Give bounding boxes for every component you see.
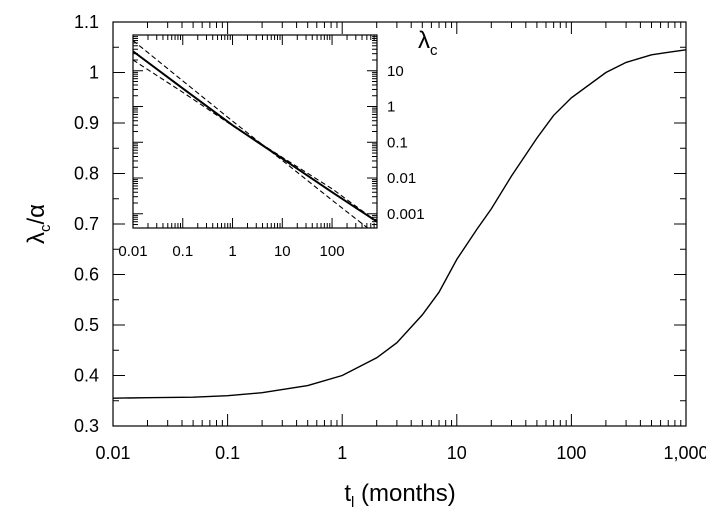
inset-x-tick-label: 0.01 — [118, 243, 147, 260]
inset-x-tick-label: 100 — [320, 243, 345, 260]
y-axis-label-suffix: /α — [23, 204, 50, 225]
inset-series-dashed-line — [133, 59, 377, 223]
inset-series-group — [133, 40, 377, 228]
inset-y-tick-label: 0.001 — [387, 206, 425, 223]
inset-y-axis-label: λc — [418, 27, 438, 59]
y-axis-label: λc/α — [23, 204, 54, 244]
x-tick-label: 100 — [556, 443, 586, 463]
x-tick-label: 0.01 — [95, 443, 130, 463]
inset-plot-frame — [132, 34, 378, 229]
y-tick-label: 0.3 — [74, 416, 99, 436]
x-axis-label-sub: l — [351, 494, 354, 509]
main-series-line — [112, 49, 687, 399]
inset-y-tick-label: 0.1 — [387, 134, 408, 151]
inset-x-tick-label: 0.1 — [172, 243, 193, 260]
inset-plot: 0.01 0.1 1 10 100 0.001 0.01 0.1 1 10 λc — [118, 27, 438, 260]
inset-y-axis-label-main: λ — [418, 27, 430, 54]
y-tick-label: 0.5 — [74, 315, 99, 335]
main-plot: 0.01 0.1 1 10 100 1,000 0.3 0.4 0.5 0.6 0.7 0.8 0.9 1… — [23, 12, 706, 511]
y-tick-label: 1 — [89, 63, 99, 83]
inset-x-tick-label: 10 — [274, 243, 291, 260]
x-tick-label: 1 — [337, 443, 347, 463]
y-axis-label-main: λ — [23, 232, 50, 244]
x-tick-label: 1,000 — [663, 443, 706, 463]
x-axis-label-main: t — [344, 480, 351, 507]
inset-y-tick-label: 1 — [387, 99, 395, 116]
y-tick-label: 0.8 — [74, 164, 99, 184]
y-tick-label: 0.7 — [74, 214, 99, 234]
inset-x-tick-label: 1 — [228, 243, 236, 260]
y-tick-label: 0.6 — [74, 265, 99, 285]
inset-y-tick-label: 0.01 — [387, 170, 416, 187]
x-tick-label: 0.1 — [215, 443, 240, 463]
y-tick-label: 0.4 — [74, 366, 99, 386]
x-tick-label: 10 — [447, 443, 467, 463]
y-tick-label: 1.1 — [74, 12, 99, 32]
y-axis-label-sub: c — [37, 224, 54, 232]
x-axis-label: tl (months) — [344, 480, 455, 509]
x-axis-label-suffix: (months) — [354, 480, 455, 507]
inset-series-dashed-line — [133, 40, 369, 228]
y-tick-label: 0.9 — [74, 113, 99, 133]
inset-y-tick-label: 10 — [387, 63, 404, 80]
inset-y-axis-label-sub: c — [430, 42, 438, 59]
